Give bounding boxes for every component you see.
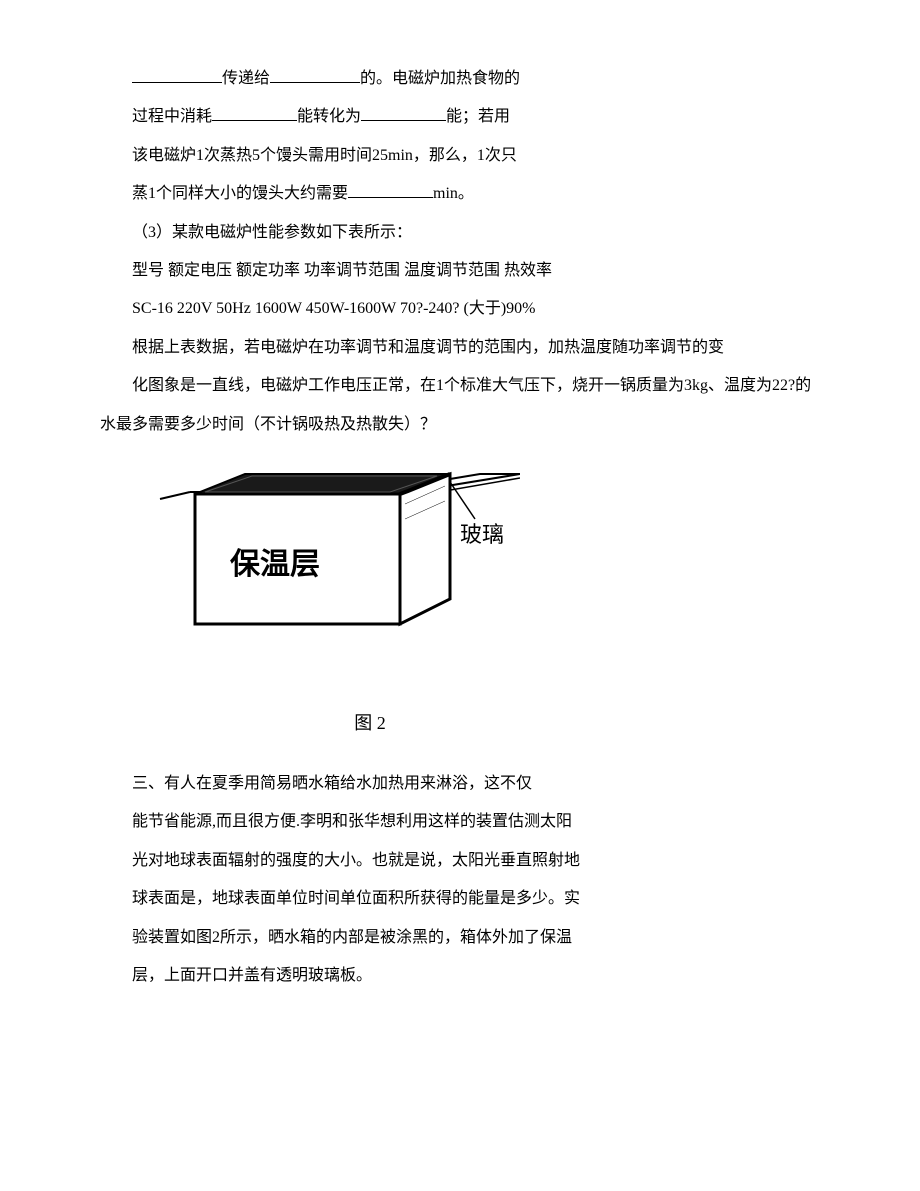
- paragraph-line: 该电磁炉1次蒸热5个馒头需用时间25min，那么，1次只: [100, 137, 820, 175]
- table-header-line: 型号 额定电压 额定功率 功率调节范围 温度调节范围 热效率: [100, 252, 820, 290]
- text: SC-16 220V 50Hz 1600W 450W-1600W 70?-240…: [132, 300, 536, 317]
- paragraph-line: 能节省能源,而且很方便.李明和张华想利用这样的装置估测太阳: [100, 803, 820, 841]
- figure-2-container: 保温层 玻璃 图 2: [140, 464, 540, 745]
- text: 三、有人在夏季用简易晒水箱给水加热用来淋浴，这不仅: [132, 775, 532, 792]
- text: 层，上面开口并盖有透明玻璃板。: [132, 967, 372, 984]
- text: 能转化为: [297, 108, 361, 125]
- paragraph-line: 传递给 的。电磁炉加热食物的: [100, 60, 820, 98]
- text: 过程中消耗: [132, 108, 212, 125]
- text: 验装置如图2所示，晒水箱的内部是被涂黑的，箱体外加了保温: [132, 929, 572, 946]
- text: 能节省能源,而且很方便.李明和张华想利用这样的装置估测太阳: [132, 813, 572, 830]
- text: min。: [433, 185, 474, 202]
- text: 能；若用: [446, 108, 510, 125]
- paragraph-line: 三、有人在夏季用简易晒水箱给水加热用来淋浴，这不仅: [100, 765, 820, 803]
- text: 球表面是，地球表面单位时间单位面积所获得的能量是多少。实: [132, 890, 580, 907]
- fill-blank: [270, 67, 360, 83]
- text: 该电磁炉1次蒸热5个馒头需用时间25min，那么，1次只: [132, 147, 517, 164]
- glass-label-text: 玻璃: [460, 522, 504, 547]
- fill-blank: [212, 105, 297, 121]
- figure-2-caption: 图 2: [200, 702, 540, 745]
- text: 根据上表数据，若电磁炉在功率调节和温度调节的范围内，加热温度随功率调节的变: [132, 339, 724, 356]
- table-row-line: SC-16 220V 50Hz 1600W 450W-1600W 70?-240…: [100, 290, 820, 328]
- text: （3）某款电磁炉性能参数如下表所示：: [132, 224, 412, 241]
- paragraph-line: （3）某款电磁炉性能参数如下表所示：: [100, 214, 820, 252]
- document-content: 传递给 的。电磁炉加热食物的 过程中消耗 能转化为 能；若用 该电磁炉1次蒸热5个馒头…: [100, 60, 820, 995]
- text: 传递给: [222, 70, 270, 87]
- text: 的。电磁炉加热食物的: [360, 70, 520, 87]
- text: 型号 额定电压 额定功率 功率调节范围 温度调节范围 热效率: [132, 262, 552, 279]
- figure-2-diagram: 保温层 玻璃: [140, 464, 520, 694]
- paragraph-line: 球表面是，地球表面单位时间单位面积所获得的能量是多少。实: [100, 880, 820, 918]
- paragraph-line: 层，上面开口并盖有透明玻璃板。: [100, 957, 820, 995]
- fill-blank: [361, 105, 446, 121]
- fill-blank: [348, 182, 433, 198]
- paragraph-line: 化图象是一直线，电磁炉工作电压正常，在1个标准大气压下，烧开一锅质量为3kg、温…: [100, 367, 820, 444]
- text: 化图象是一直线，电磁炉工作电压正常，在1个标准大气压下，烧开一锅质量为3kg、温…: [100, 377, 811, 432]
- paragraph-line: 验装置如图2所示，晒水箱的内部是被涂黑的，箱体外加了保温: [100, 919, 820, 957]
- text: 蒸1个同样大小的馒头大约需要: [132, 185, 348, 202]
- insulation-box-svg: 保温层 玻璃: [140, 464, 520, 694]
- text: 光对地球表面辐射的强度的大小。也就是说，太阳光垂直照射地: [132, 852, 580, 869]
- fill-blank: [132, 67, 222, 83]
- paragraph-line: 过程中消耗 能转化为 能；若用: [100, 98, 820, 136]
- paragraph-line: 光对地球表面辐射的强度的大小。也就是说，太阳光垂直照射地: [100, 842, 820, 880]
- paragraph-line: 蒸1个同样大小的馒头大约需要 min。: [100, 175, 820, 213]
- paragraph-line: 根据上表数据，若电磁炉在功率调节和温度调节的范围内，加热温度随功率调节的变: [100, 329, 820, 367]
- insulation-label-text: 保温层: [230, 548, 320, 581]
